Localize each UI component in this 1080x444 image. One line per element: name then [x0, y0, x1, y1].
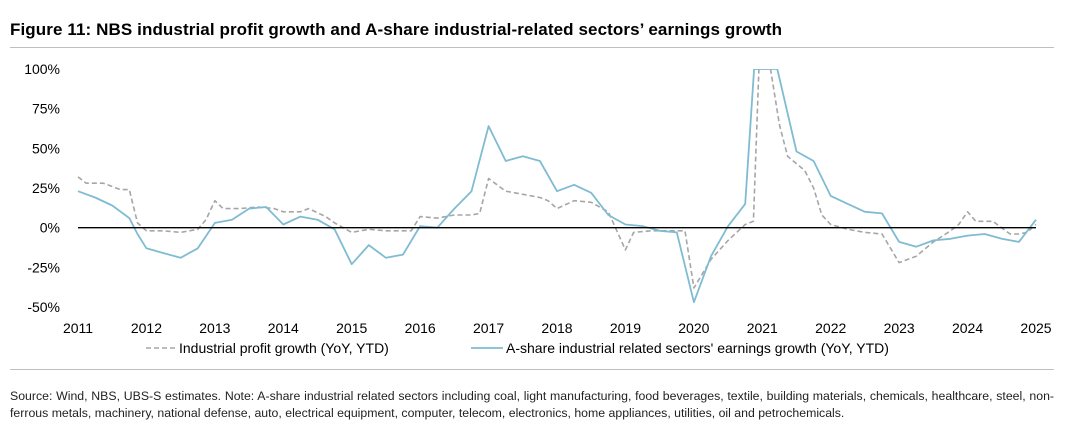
- x-tick-label: 2012: [131, 320, 162, 336]
- y-tick-label: -25%: [27, 259, 60, 275]
- line-chart: -50% -25% 0% 25% 50% 75% 100% 2011 2012 2013 2014 2…: [24, 61, 1052, 356]
- y-tick-label: 75%: [32, 101, 60, 117]
- x-tick-label: 2011: [63, 320, 93, 336]
- x-tick-label: 2024: [952, 320, 983, 336]
- series-line-industrial-profit: [77, 69, 1037, 289]
- series-line-ashare-earnings: [77, 69, 1037, 304]
- x-tick-label: 2025: [1020, 320, 1051, 336]
- source-divider: [10, 369, 1054, 370]
- source-note: Source: Wind, NBS, UBS-S estimates. Note…: [10, 389, 1054, 420]
- x-tick-label: 2018: [541, 320, 572, 336]
- y-tick-label: 0%: [40, 220, 60, 236]
- x-tick-label: 2021: [747, 320, 778, 336]
- x-tick-label: 2017: [473, 320, 504, 336]
- legend-ashare-earnings-label: A-share industrial related sectors' earn…: [506, 340, 889, 356]
- y-tick-label: 50%: [32, 140, 60, 156]
- x-tick-label: 2023: [884, 320, 915, 336]
- y-tick-label: 25%: [32, 180, 60, 196]
- y-tick-label: -50%: [27, 299, 60, 315]
- y-tick-label: 100%: [24, 61, 60, 77]
- x-tick-label: 2015: [336, 320, 367, 336]
- x-tick-label: 2022: [815, 320, 846, 336]
- x-tick-label: 2013: [199, 320, 230, 336]
- x-tick-label: 2020: [678, 320, 709, 336]
- legend-industrial-profit-label: Industrial profit growth (YoY, YTD): [179, 340, 389, 356]
- figure-title: Figure 11: NBS industrial profit growth …: [10, 20, 783, 39]
- x-tick-label: 2019: [610, 320, 641, 336]
- series-group: [77, 69, 1037, 304]
- x-tick-label: 2014: [268, 320, 299, 336]
- title-divider: [10, 47, 1054, 48]
- x-tick-label: 2016: [405, 320, 436, 336]
